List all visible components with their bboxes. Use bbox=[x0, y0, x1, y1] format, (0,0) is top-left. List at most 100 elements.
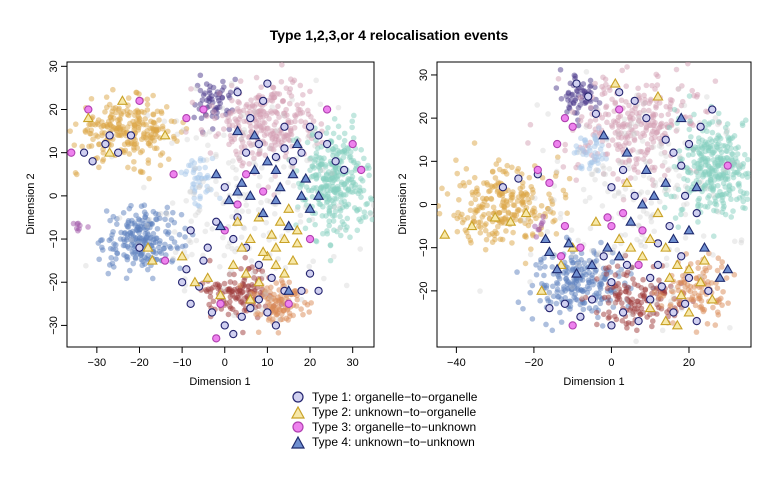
cluster-magenta bbox=[70, 220, 91, 234]
background-point bbox=[250, 159, 257, 166]
background-point bbox=[609, 137, 616, 143]
background-point bbox=[127, 267, 133, 274]
background-point bbox=[359, 177, 366, 184]
background-point bbox=[509, 191, 516, 198]
background-point bbox=[157, 238, 163, 244]
y-tick-label: −20 bbox=[48, 273, 60, 292]
background-point bbox=[213, 153, 219, 160]
background-point bbox=[564, 210, 570, 217]
background-point bbox=[611, 243, 618, 250]
background-point bbox=[734, 169, 741, 176]
background-point bbox=[153, 235, 159, 242]
background-point bbox=[270, 316, 276, 322]
background-point bbox=[233, 167, 239, 173]
background-point bbox=[132, 255, 139, 262]
background-point bbox=[725, 300, 731, 306]
background-point bbox=[90, 136, 96, 143]
event-point-type1 bbox=[258, 96, 268, 106]
background-point bbox=[649, 177, 656, 183]
background-point bbox=[533, 234, 540, 240]
event-point-type2 bbox=[621, 177, 633, 187]
background-point bbox=[133, 89, 139, 96]
background-point bbox=[574, 260, 580, 267]
background-point bbox=[96, 256, 102, 263]
background-point bbox=[117, 116, 123, 123]
background-point bbox=[676, 280, 682, 286]
background-point bbox=[197, 72, 204, 79]
event-point-type4 bbox=[223, 194, 235, 205]
background-point bbox=[120, 210, 127, 216]
background-point bbox=[514, 269, 520, 275]
background-point bbox=[229, 97, 235, 104]
background-point bbox=[170, 133, 177, 140]
background-point bbox=[259, 268, 266, 275]
background-point bbox=[698, 273, 704, 280]
background-point bbox=[650, 182, 657, 188]
background-point bbox=[233, 208, 240, 215]
background-point bbox=[228, 82, 235, 89]
background-point bbox=[249, 150, 256, 156]
background-point bbox=[652, 182, 659, 189]
background-point bbox=[256, 150, 263, 156]
background-point bbox=[712, 78, 719, 84]
background-point bbox=[744, 156, 751, 163]
event-point-type2 bbox=[283, 203, 295, 213]
background-point bbox=[503, 171, 510, 177]
background-point bbox=[579, 145, 586, 152]
event-point-type3 bbox=[357, 165, 366, 175]
background-point bbox=[177, 265, 183, 272]
background-point bbox=[560, 187, 567, 194]
background-point bbox=[517, 185, 524, 192]
legend-item-type3: Type 3: organelle−to−unknown bbox=[292, 420, 476, 434]
background-point bbox=[306, 263, 313, 270]
background-point bbox=[494, 188, 501, 195]
background-point bbox=[239, 139, 246, 145]
legend-item-type2: Type 2: unknown−to−organelle bbox=[290, 405, 476, 419]
background-point bbox=[298, 306, 304, 312]
event-point-type1 bbox=[560, 299, 570, 308]
background-point bbox=[297, 82, 304, 89]
background-point bbox=[267, 295, 274, 301]
background-point bbox=[126, 151, 133, 157]
background-point bbox=[723, 130, 729, 137]
event-point-type1 bbox=[271, 321, 281, 330]
background-point bbox=[265, 317, 272, 323]
background-point bbox=[575, 237, 581, 244]
background-point bbox=[604, 151, 611, 157]
background-point bbox=[306, 217, 312, 224]
background-point bbox=[124, 223, 131, 230]
background-point bbox=[580, 294, 586, 300]
background-point bbox=[628, 304, 634, 311]
right-plot-area bbox=[437, 62, 751, 345]
background-point bbox=[475, 191, 481, 198]
background-point bbox=[644, 210, 650, 217]
event-point-type1 bbox=[229, 329, 238, 339]
background-point bbox=[569, 109, 576, 115]
background-point bbox=[599, 274, 605, 281]
event-point-type4 bbox=[636, 198, 649, 209]
background-point bbox=[197, 87, 204, 94]
background-point bbox=[605, 142, 612, 149]
background-point bbox=[695, 197, 702, 204]
background-point bbox=[731, 238, 738, 245]
background-point bbox=[74, 221, 81, 227]
background-point bbox=[327, 257, 334, 264]
background-point bbox=[613, 142, 619, 148]
left-plot-area bbox=[67, 62, 374, 343]
background-point bbox=[586, 194, 593, 201]
background-point bbox=[286, 279, 293, 286]
background-point bbox=[727, 324, 733, 331]
cluster-golden bbox=[437, 140, 573, 267]
background-point bbox=[640, 107, 647, 114]
background-point bbox=[193, 237, 200, 244]
background-point bbox=[651, 228, 657, 235]
event-point-type3 bbox=[258, 187, 268, 196]
chart-title: Type 1,2,3,or 4 relocalisation events bbox=[270, 27, 509, 43]
background-point bbox=[739, 122, 746, 129]
background-point bbox=[643, 82, 650, 89]
background-point bbox=[313, 153, 319, 160]
background-point bbox=[220, 78, 226, 85]
background-point bbox=[228, 136, 234, 142]
event-point-type1 bbox=[661, 135, 670, 144]
background-point bbox=[204, 172, 211, 179]
